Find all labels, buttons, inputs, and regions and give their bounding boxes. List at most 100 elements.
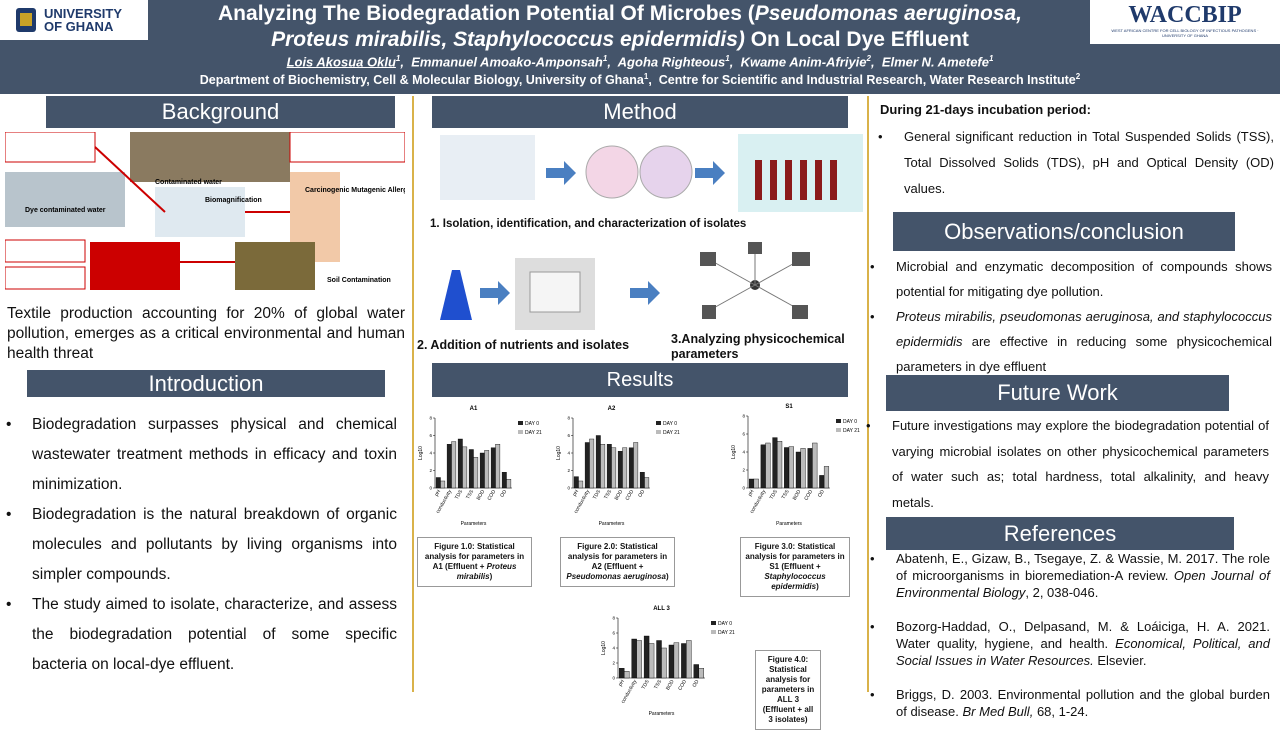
bar (661, 647, 667, 679)
bar (440, 480, 446, 489)
bar (462, 446, 468, 489)
author: Emmanuel Amoako-Amponsah (411, 54, 603, 70)
title-line: Analyzing The Biodegradation Potential O… (150, 1, 1090, 27)
bar (686, 640, 692, 679)
x-tick-label: pH (618, 679, 627, 688)
y-tick-label: 8 (429, 416, 432, 421)
section-heading: Background (46, 96, 395, 128)
bar (619, 668, 625, 679)
affiliations: Department of Biochemistry, Cell & Molec… (199, 72, 1081, 88)
bar (760, 444, 766, 489)
reference: Bozorg-Haddad, O., Delpasand, M. & Loáic… (866, 618, 1270, 669)
bar (819, 475, 825, 489)
reference-text: Bozorg-Haddad, O., Delpasand, M. & Loáic… (896, 619, 1270, 651)
x-tick-label: COD (803, 489, 814, 502)
bar (765, 442, 771, 489)
divider (867, 96, 869, 692)
legend-label: DAY 21 (663, 430, 680, 436)
x-tick-label: pH (434, 489, 443, 498)
bar (468, 449, 474, 489)
bar (644, 477, 650, 489)
reference-text: Abatenh, E., Gizaw, B., Tsegaye, Z. & Wa… (896, 551, 1270, 583)
section-heading: Method (432, 96, 848, 128)
author: Agoha Righteous (617, 54, 726, 70)
author-sup: 1 (602, 54, 608, 63)
figure-caption: Figure 4.0: Statistical analysis for par… (755, 650, 821, 730)
reference-journal: Open Journal of Environmental Biology (896, 568, 1270, 600)
caption-text: Figure 3.0: Statistical analysis for par… (745, 542, 845, 571)
legend-swatch (656, 430, 661, 434)
subheading: During 21-days incubation period: (880, 102, 1091, 117)
bar (693, 664, 699, 679)
shape (90, 242, 180, 290)
caption-end: ) (665, 572, 669, 581)
bar (435, 477, 441, 489)
bar (606, 444, 612, 489)
chart-title: ALL 3 (653, 606, 670, 612)
x-axis-label: Parameters (649, 711, 675, 717)
chart-title: A2 (608, 406, 616, 412)
y-tick-label: 6 (567, 433, 570, 438)
x-tick-label: COD (624, 489, 635, 502)
shape (709, 259, 756, 286)
shape (695, 161, 725, 185)
x-axis-label: Parameters (776, 521, 802, 527)
bar (595, 435, 601, 489)
legend-swatch (836, 428, 841, 432)
x-tick-label: TDS (769, 488, 780, 500)
bar (753, 478, 759, 489)
shape (755, 160, 762, 200)
shape (785, 160, 792, 200)
y-tick-label: 2 (612, 661, 615, 666)
y-tick-label: 0 (567, 486, 570, 491)
x-tick-label: COD (677, 679, 688, 692)
x-tick-label: BOD (665, 679, 676, 692)
figure-caption: Figure 2.0: Statistical analysis for par… (560, 537, 675, 587)
bar (451, 441, 457, 489)
figure-caption: Figure 1.0: Statistical analysis for par… (417, 537, 532, 587)
caption-end: ) (816, 582, 819, 591)
shape (546, 161, 576, 185)
author-sup: 2 (866, 54, 871, 63)
legend-label: DAY 21 (718, 630, 735, 636)
shape (585, 145, 639, 199)
shape (20, 13, 32, 26)
bar (600, 444, 606, 489)
bar (748, 478, 755, 489)
legend-swatch (711, 630, 716, 634)
y-tick-label: 8 (742, 414, 745, 419)
figure-label: Biomagnification (205, 197, 262, 204)
author: Lois Akosua Oklu (286, 54, 396, 70)
y-tick-label: 0 (742, 486, 745, 491)
bar (636, 640, 642, 679)
reference-journal: Economical, Political, and Social Issues… (896, 636, 1270, 668)
shape (700, 252, 716, 266)
y-tick-label: 8 (612, 616, 615, 621)
affiliation-sup: 1 (643, 72, 649, 81)
reference: Briggs, D. 2003. Environmental pollution… (866, 686, 1270, 720)
authors: Lois Akosua Oklu1, Emmanuel Amoako-Ampon… (286, 54, 994, 70)
bar (578, 480, 584, 489)
future-list: Future investigations may explore the bi… (862, 413, 1269, 515)
bullet: Future investigations may explore the bi… (862, 413, 1269, 515)
caption-text: Figure 4.0: Statistical analysis for par… (761, 655, 815, 724)
x-tick-label: COD (486, 489, 497, 502)
shape (792, 305, 808, 319)
shape (440, 135, 535, 200)
logo-right-sub: WEST AFRICAN CENTRE FOR CELL BIOLOGY OF … (1111, 28, 1259, 38)
reference-text: Briggs, D. 2003. Environmental pollution… (896, 687, 1270, 719)
y-tick-label: 2 (742, 468, 745, 473)
y-axis-label: Log10 (731, 445, 737, 459)
bar (795, 451, 801, 489)
y-tick-label: 0 (612, 676, 615, 681)
bar (473, 457, 479, 489)
bar (584, 442, 590, 489)
x-tick-label: OD (499, 489, 508, 499)
chart-title: S1 (785, 404, 793, 410)
bullet: General significant reduction in Total S… (874, 124, 1274, 202)
y-tick-label: 0 (429, 486, 432, 491)
affiliation: Centre for Scientific and Industrial Res… (658, 73, 1076, 88)
y-tick-label: 2 (567, 468, 570, 473)
reference-journal: Br Med Bull, (962, 704, 1034, 719)
